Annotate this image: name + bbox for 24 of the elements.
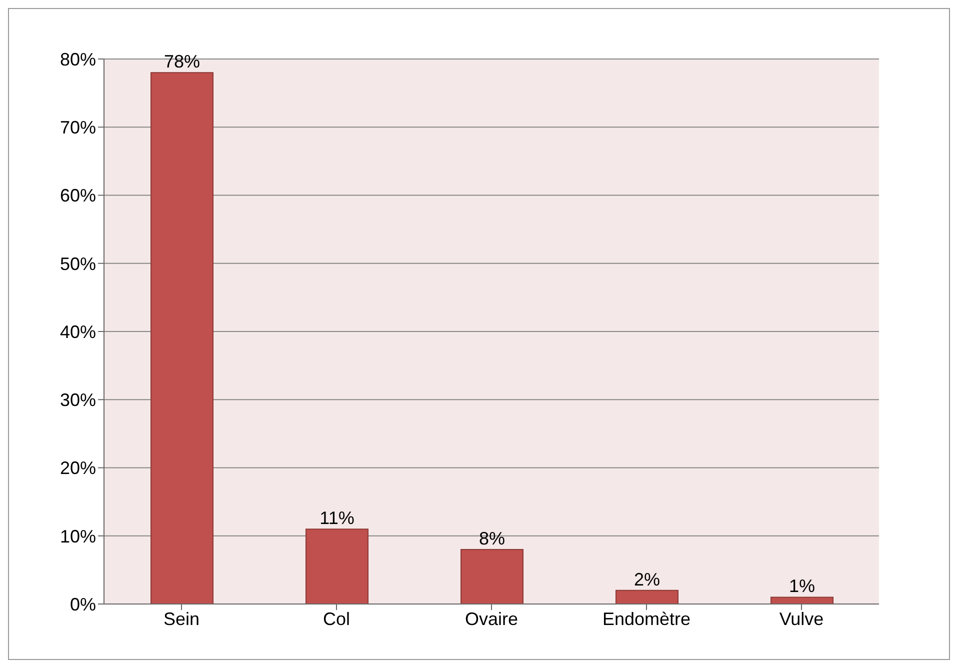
data-label: 2% <box>634 569 660 590</box>
y-tick-label: 50% <box>60 254 96 274</box>
y-tick-label: 0% <box>70 594 96 614</box>
bar <box>150 72 214 604</box>
x-tick-label: Endomètre <box>602 608 691 629</box>
data-label: 8% <box>478 528 506 548</box>
bar <box>460 549 524 604</box>
y-tick-label: 80% <box>60 49 96 70</box>
data-label: 11% <box>320 508 354 528</box>
bar <box>616 590 678 604</box>
x-tick-label: Ovaire <box>464 608 518 629</box>
y-tick-label: 40% <box>60 322 96 342</box>
y-tick-label: 70% <box>60 118 96 138</box>
x-tick-label: Sein <box>163 608 200 629</box>
x-tick-label: Vulve <box>779 608 824 629</box>
y-tick-label: 60% <box>60 186 96 206</box>
bar <box>306 528 368 604</box>
bar <box>770 596 834 604</box>
y-tick-label: 10% <box>60 526 96 546</box>
y-tick-label: 30% <box>60 390 96 410</box>
data-label: 1% <box>788 576 816 596</box>
y-tick-label: 20% <box>60 458 96 478</box>
data-label: 78% <box>164 52 200 72</box>
x-tick-label: Col <box>322 608 350 629</box>
